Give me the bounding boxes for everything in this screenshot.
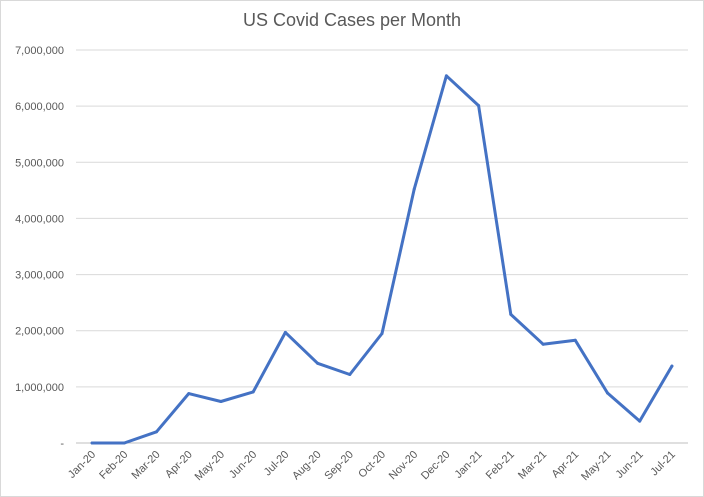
data-point xyxy=(509,312,513,316)
data-point xyxy=(412,187,416,191)
y-tick-label: 4,000,000 xyxy=(15,213,64,225)
x-tick-label: Jan-20 xyxy=(66,449,98,481)
x-tick-label: Mar-21 xyxy=(516,449,549,482)
data-point xyxy=(670,364,674,368)
data-point xyxy=(444,74,448,78)
data-point xyxy=(605,391,609,395)
y-tick-label: - xyxy=(60,438,64,450)
x-tick-label: Sep-20 xyxy=(322,449,356,483)
x-tick-label: Jul-20 xyxy=(262,449,292,479)
x-tick-label: Feb-21 xyxy=(484,449,517,482)
data-point xyxy=(316,361,320,365)
data-point xyxy=(187,392,191,396)
x-tick-label: Oct-20 xyxy=(356,449,388,481)
x-tick-label: May-20 xyxy=(193,449,227,483)
data-point xyxy=(283,330,287,334)
x-tick-label: Apr-21 xyxy=(550,449,582,481)
data-point xyxy=(477,104,481,108)
data-point xyxy=(380,332,384,336)
y-tick-label: 1,000,000 xyxy=(15,382,64,394)
data-point xyxy=(155,430,159,434)
data-point xyxy=(348,373,352,377)
y-tick-label: 3,000,000 xyxy=(15,270,64,282)
x-tick-label: Jul-21 xyxy=(648,449,678,479)
x-tick-label: Feb-20 xyxy=(97,449,130,482)
x-tick-label: Jun-21 xyxy=(614,449,646,481)
x-tick-label: Dec-20 xyxy=(419,449,453,483)
x-tick-label: Jun-20 xyxy=(227,449,259,481)
x-tick-label: Jan-21 xyxy=(452,449,484,481)
y-tick-label: 2,000,000 xyxy=(15,326,64,338)
data-point xyxy=(219,399,223,403)
x-tick-label: Aug-20 xyxy=(290,449,324,483)
x-tick-label: Mar-20 xyxy=(130,449,163,482)
y-tick-label: 7,000,000 xyxy=(15,45,64,57)
data-point xyxy=(541,342,545,346)
data-point xyxy=(251,390,255,394)
chart-title: US Covid Cases per Month xyxy=(242,10,462,30)
x-tick-label: May-21 xyxy=(579,449,613,483)
y-tick-label: 5,000,000 xyxy=(15,157,64,169)
y-tick-label: 6,000,000 xyxy=(15,101,64,113)
data-point xyxy=(90,441,94,445)
x-tick-label: Apr-20 xyxy=(163,449,195,481)
x-tick-label: Nov-20 xyxy=(387,449,421,483)
data-point xyxy=(122,441,126,445)
series-line xyxy=(90,74,674,445)
data-point xyxy=(638,419,642,423)
data-point xyxy=(573,338,577,342)
